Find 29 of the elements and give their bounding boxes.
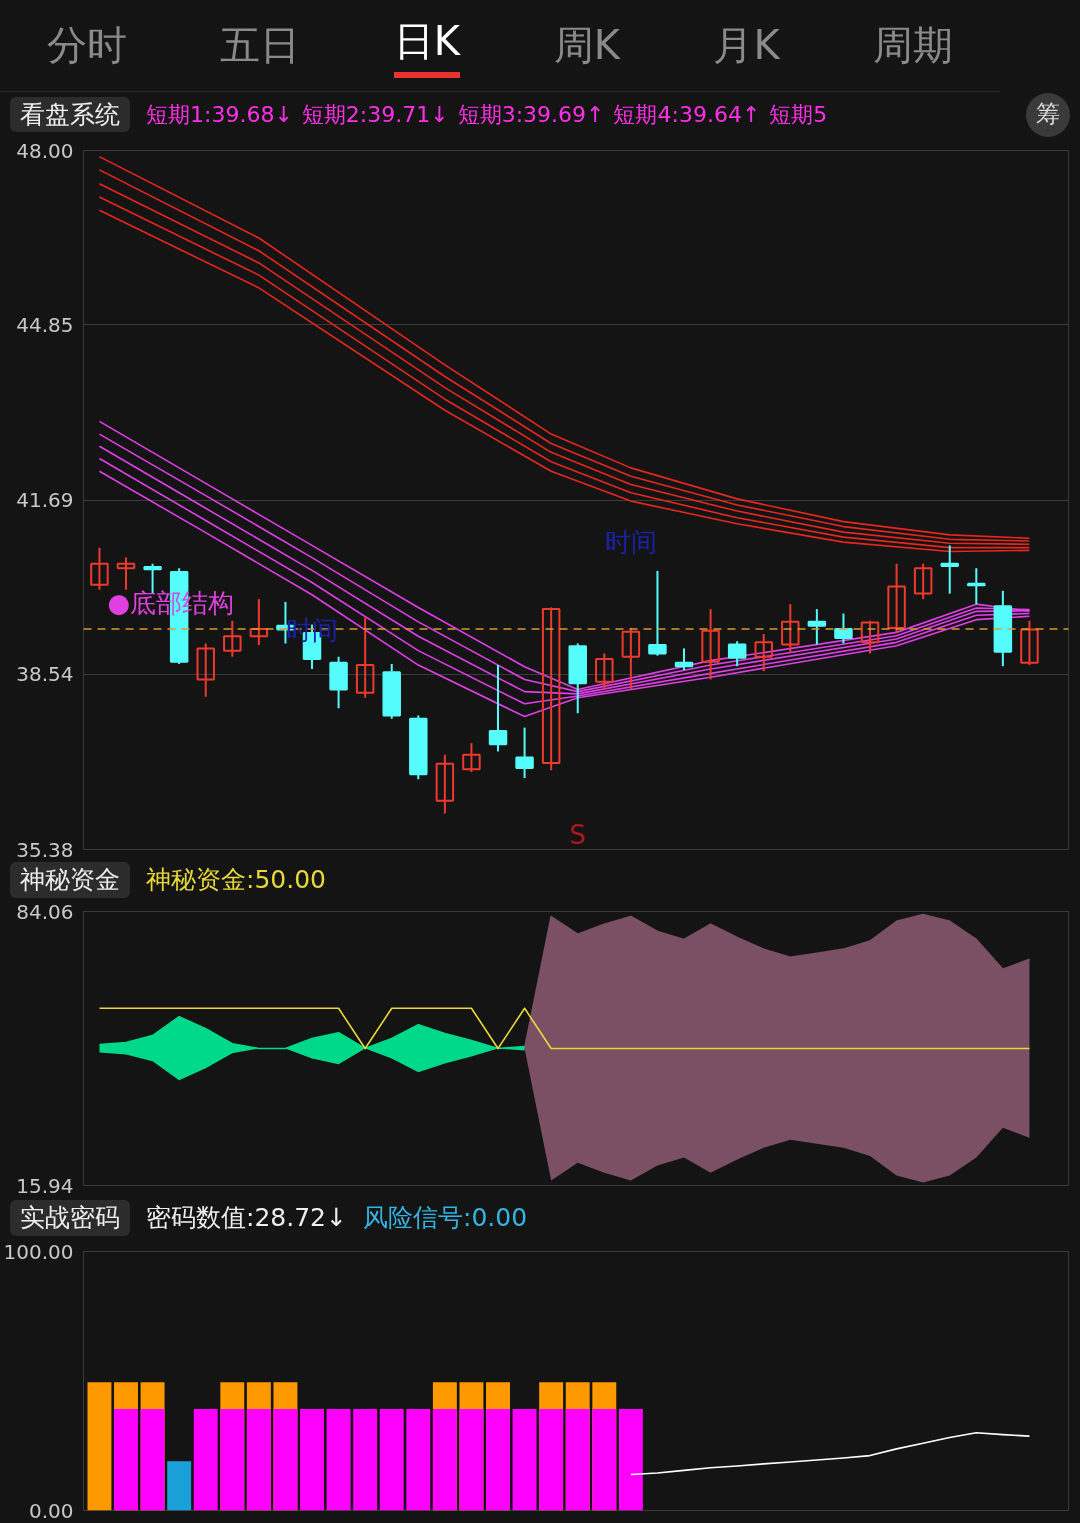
y-tick-label: 38.54 bbox=[16, 662, 74, 687]
y-tick-label: 100.00 bbox=[3, 1239, 74, 1264]
y-tick-label: 35.38 bbox=[16, 837, 74, 862]
text: 密码数值:28.72↓ bbox=[146, 1202, 347, 1235]
text: 实战密码 bbox=[10, 1200, 130, 1236]
text: 短期4:39.64↑ bbox=[613, 100, 761, 129]
annotation: 时间 bbox=[604, 526, 657, 557]
y-tick-label: 84.06 bbox=[16, 899, 74, 924]
text: 日K bbox=[393, 12, 461, 79]
text: 短期1:39.68↓ bbox=[146, 100, 293, 129]
y-tick-label: 41.69 bbox=[16, 488, 74, 512]
y-tick-label: 48.00 bbox=[16, 138, 74, 163]
y-tick-label: 44.85 bbox=[16, 312, 74, 337]
text: 短期5 bbox=[769, 100, 828, 129]
text: 短期3:39.69↑ bbox=[457, 100, 605, 129]
annotation: S bbox=[569, 819, 586, 850]
text: 筹 bbox=[1026, 92, 1070, 137]
text: 分时 bbox=[46, 20, 127, 70]
text: 神秘资金:50.00 bbox=[146, 864, 326, 897]
text: 看盘系统 bbox=[10, 96, 130, 133]
text: 月K bbox=[713, 20, 780, 70]
text: 神秘资金 bbox=[10, 862, 130, 898]
text: 五日 bbox=[220, 20, 301, 70]
text: 风险信号:0.00 bbox=[362, 1202, 528, 1235]
y-tick-label: 0.00 bbox=[28, 1498, 74, 1523]
y-tick-label: 15.94 bbox=[16, 1173, 74, 1198]
text: 短期2:39.71↓ bbox=[301, 100, 449, 129]
text: 周期 bbox=[873, 20, 954, 70]
text: 周K bbox=[553, 20, 620, 70]
